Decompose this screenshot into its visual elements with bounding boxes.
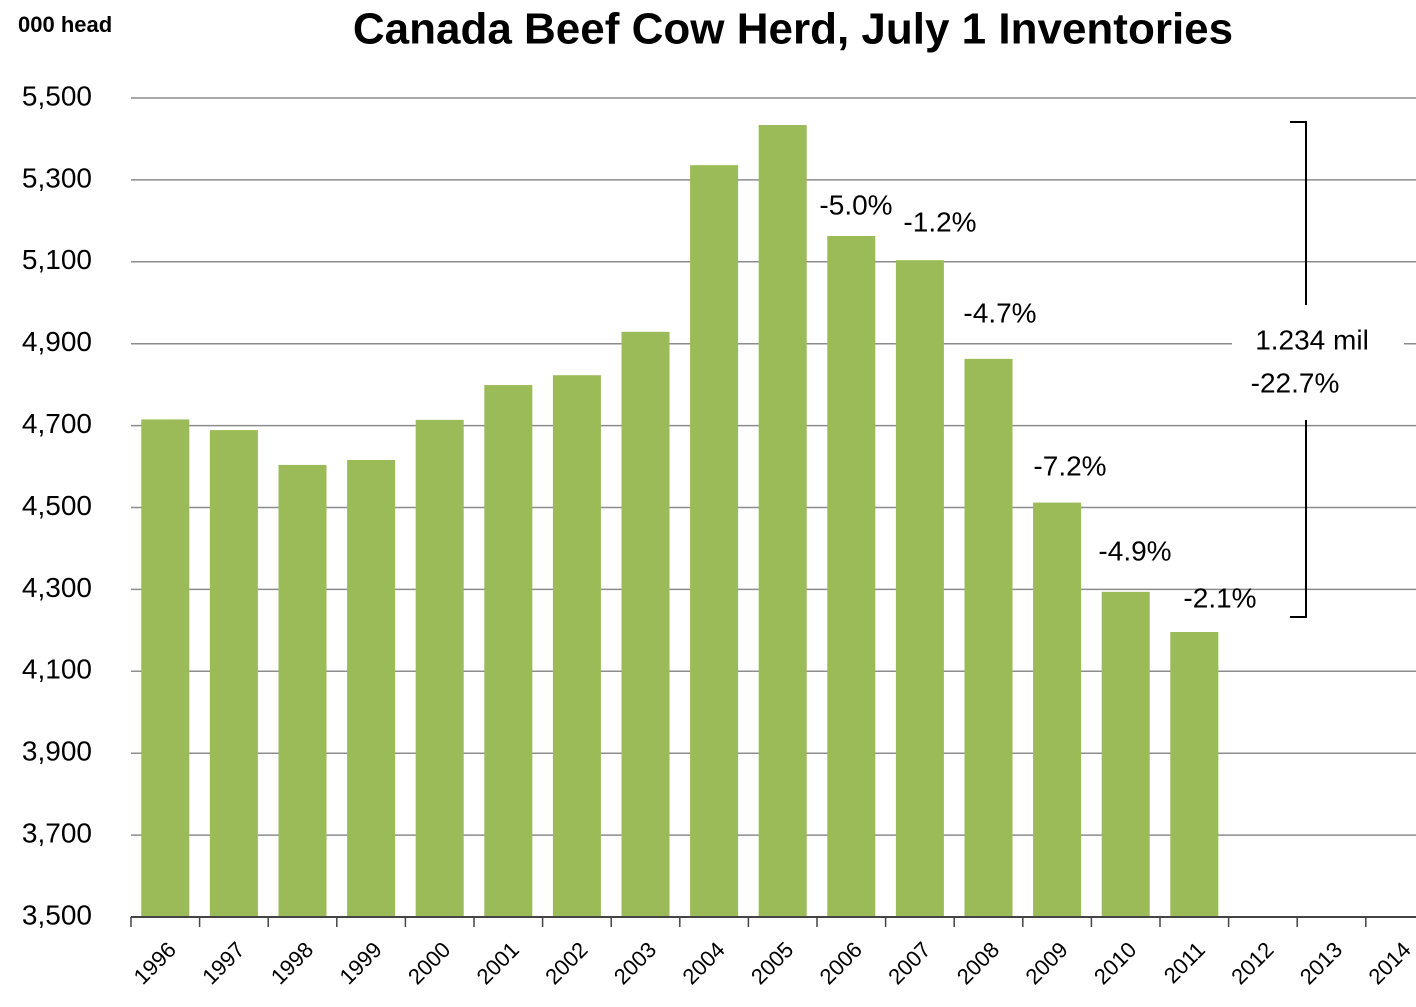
bar — [415, 419, 464, 917]
y-tick-label: 4,500 — [22, 490, 92, 521]
bar — [484, 385, 533, 917]
annotation: -5.0% — [819, 189, 892, 220]
annotation: -4.7% — [963, 297, 1036, 328]
bracket — [1290, 121, 1307, 618]
x-tick-label: 2000 — [403, 937, 455, 989]
annotation: 1.234 mil — [1255, 324, 1369, 355]
x-tick-label: 2001 — [472, 937, 524, 989]
y-tick-label: 5,300 — [22, 162, 92, 193]
y-tick-label: 3,500 — [22, 899, 92, 930]
chart-title: Canada Beef Cow Herd, July 1 Inventories — [353, 5, 1233, 54]
y-tick-label: 5,100 — [22, 244, 92, 275]
y-tick-label: 4,300 — [22, 572, 92, 603]
x-tick-label: 2014 — [1363, 937, 1415, 989]
x-tick-label: 1996 — [129, 937, 181, 989]
bar — [347, 459, 396, 917]
y-tick-label: 3,900 — [22, 736, 92, 767]
bar — [827, 236, 876, 918]
x-tick-label: 1998 — [266, 937, 318, 989]
annotation: -22.7% — [1251, 367, 1340, 398]
y-tick-label: 5,500 — [22, 80, 92, 111]
bar — [895, 260, 944, 917]
x-tick-label: 2003 — [609, 937, 661, 989]
x-tick-label: 2005 — [746, 937, 798, 989]
annotation: -2.1% — [1183, 582, 1256, 613]
annotation: -7.2% — [1033, 450, 1106, 481]
bar — [1101, 591, 1150, 917]
label-bg — [1232, 322, 1404, 404]
y-tick-label: 4,700 — [22, 408, 92, 439]
y-axis-label: 000 head — [18, 12, 112, 37]
x-tick-label: 2012 — [1226, 937, 1278, 989]
bar — [1170, 631, 1219, 917]
y-tick-label: 4,900 — [22, 326, 92, 357]
x-tick-label: 2006 — [815, 937, 867, 989]
y-tick-label: 4,100 — [22, 654, 92, 685]
bar — [209, 430, 258, 917]
bar — [552, 375, 601, 917]
x-tick-label: 1997 — [197, 937, 249, 989]
x-tick-label: 2007 — [883, 937, 935, 989]
x-tick-label: 2011 — [1159, 937, 1210, 988]
bar — [278, 464, 327, 917]
annotation: -1.2% — [903, 206, 976, 237]
y-tick-label: 3,700 — [22, 817, 92, 848]
x-tick-label: 2010 — [1089, 937, 1141, 989]
x-tick-label: 1999 — [334, 937, 386, 989]
bar — [1033, 502, 1082, 917]
x-tick-label: 2008 — [952, 937, 1004, 989]
x-tick-label: 2004 — [677, 937, 729, 989]
bar — [141, 419, 190, 917]
x-tick-label: 2013 — [1295, 937, 1347, 989]
x-tick-label: 2002 — [540, 937, 592, 989]
x-tick-label: 2009 — [1020, 937, 1072, 989]
bar — [964, 358, 1013, 917]
bar — [621, 331, 670, 918]
bar — [758, 125, 807, 918]
annotation: -4.9% — [1098, 535, 1171, 566]
bar — [690, 165, 739, 917]
